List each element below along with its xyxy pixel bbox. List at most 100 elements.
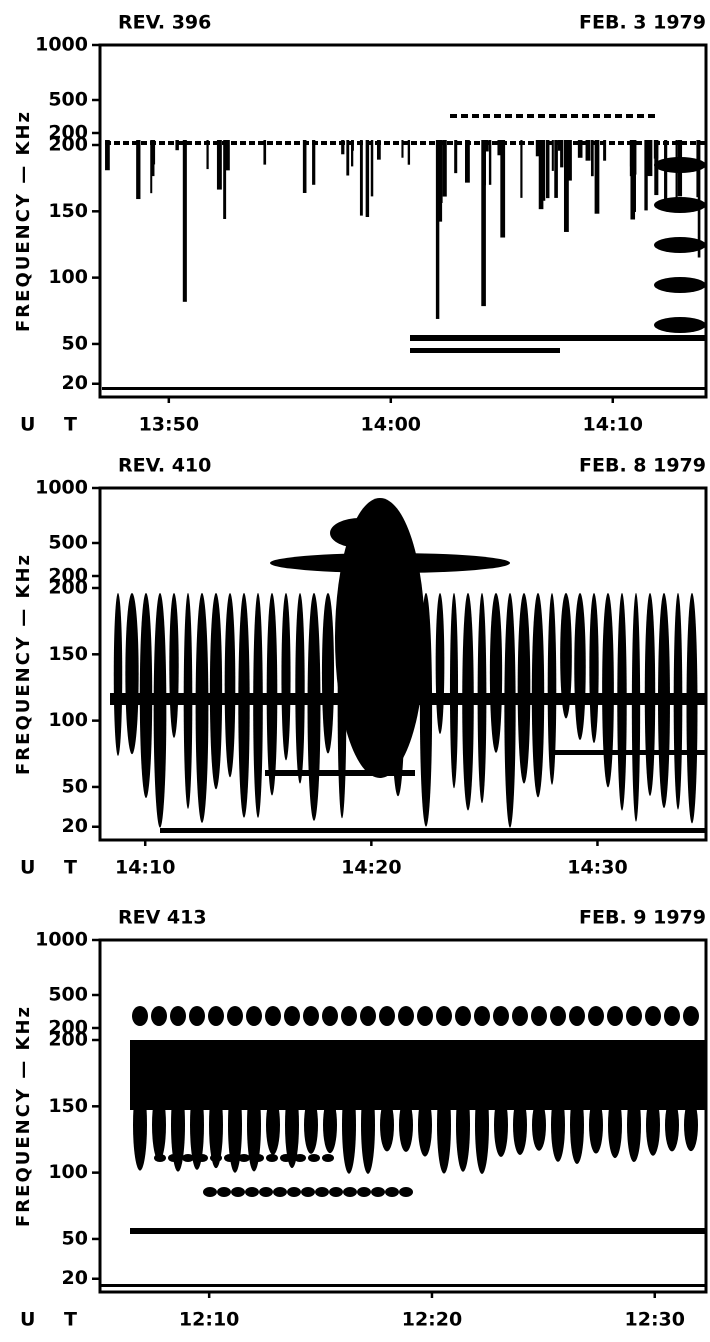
emission [294,141,300,145]
emission [216,140,222,190]
emission [697,140,701,258]
emission [626,1006,642,1026]
emission [483,114,490,118]
y-tick-label: 1000 [35,929,88,951]
emission [531,1006,547,1026]
emission [245,1187,259,1197]
emission [209,593,223,790]
emission [615,114,622,118]
emission [654,237,706,253]
emission [535,140,541,157]
panel-date: FEB. 8 1979 [579,455,706,477]
y-tick-label: 200 [48,1017,88,1039]
y-tick-label: 500 [48,984,88,1006]
emission [626,114,633,118]
emission [228,1077,242,1173]
emission [308,1154,320,1162]
emission [500,140,506,238]
emission [589,593,599,744]
emission [410,348,560,353]
emission [590,140,594,177]
emission [512,1006,528,1026]
emission [303,141,309,145]
emission [329,1187,343,1197]
emission [504,593,516,828]
emission [456,141,462,145]
y-tick-label: 150 [48,1095,88,1117]
emission [528,141,534,145]
emission [130,1040,706,1110]
y-axis-label: FREQUENCY — KHz [13,553,34,775]
emission [151,1006,167,1026]
emission [644,140,648,211]
emission [171,1078,185,1172]
emission [339,141,345,145]
emission [627,141,633,145]
spectrogram-texture [110,498,706,833]
emission [631,593,641,822]
x-axis-label: U T [20,1309,77,1331]
emission [554,140,558,198]
emission [170,1006,186,1026]
emission [130,1228,706,1234]
emission [330,141,336,145]
emission [280,1154,292,1162]
emission [574,593,586,740]
emission [550,1006,566,1026]
emission [629,140,634,167]
emission [169,593,179,738]
emission [150,140,153,194]
y-tick-label: 500 [48,89,88,111]
panel-title: REV. 396 [118,12,211,34]
emission [436,1006,452,1026]
emission [357,141,363,145]
emission [231,141,237,145]
y-tick-label: 200 [48,1029,88,1051]
emission [475,1076,489,1174]
emission [125,593,139,755]
x-tick-label: 13:50 [139,414,199,436]
emission [312,141,318,145]
emission [342,1076,356,1174]
emission [519,141,525,145]
panel: REV 413 FEB. 9 1979 FREQUENCY — KHz U T 200 5… [13,907,708,1331]
y-tick-label: 1000 [35,477,88,499]
emission [322,1154,334,1162]
emission [294,1154,306,1162]
plot-frame [98,43,708,399]
emission [303,1006,319,1026]
emission [437,1076,451,1174]
emission [604,114,611,118]
emission [301,1187,315,1197]
emission [341,140,345,155]
emission [270,553,510,573]
emission [420,141,426,145]
emission [684,1098,698,1152]
emission [681,141,687,145]
emission [489,593,503,753]
emission [102,387,706,390]
panel-title: REV. 410 [118,455,211,477]
emission [560,114,567,118]
emission [152,1089,166,1161]
emission [465,141,471,145]
emission [654,317,706,333]
emission [407,140,411,165]
emission [532,1099,546,1151]
y-tick-label: 150 [48,643,88,665]
emission [538,140,544,210]
y-tick-label: 1000 [35,34,88,56]
x-tick-label: 14:10 [583,414,643,436]
emission [351,140,354,167]
emission [618,141,624,145]
y-tick-label: 20 [62,372,88,394]
emission [195,593,209,823]
emission [266,1154,278,1162]
emission [196,1154,208,1162]
emission [370,140,374,197]
emission [637,114,644,118]
emission [206,140,209,170]
emission [481,140,486,307]
emission [600,141,606,145]
